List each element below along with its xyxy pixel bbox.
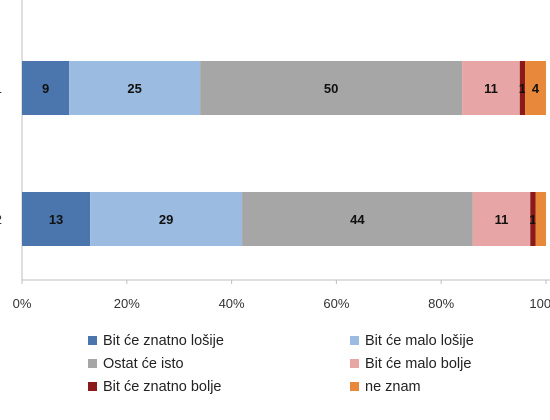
data-label: 9: [42, 81, 49, 96]
bar-segment: [22, 61, 70, 115]
legend-item: ne znam: [350, 376, 540, 397]
legend-swatch: [350, 382, 359, 391]
bar-segment: [519, 61, 526, 115]
legend-item: Ostat će isto: [88, 353, 350, 374]
legend-label: ne znam: [365, 378, 421, 395]
bar-segment: [530, 192, 536, 246]
data-label: 29: [159, 212, 173, 227]
data-label: 13: [49, 212, 63, 227]
legend-swatch: [350, 359, 359, 368]
x-tick-label: 20%: [114, 296, 140, 311]
bar-segment: [200, 61, 463, 115]
legend-swatch: [350, 336, 359, 345]
category-label: 2: [0, 212, 2, 227]
legend-swatch: [88, 382, 97, 391]
data-label: 4: [532, 81, 540, 96]
legend-label: Bit će malo bolje: [365, 355, 472, 372]
x-tick-label: 40%: [219, 296, 245, 311]
legend-label: Bit će malo lošije: [365, 332, 474, 349]
bar-segment: [535, 192, 546, 246]
legend-swatch: [88, 359, 97, 368]
x-tick-label: 0%: [13, 296, 32, 311]
data-label: 44: [350, 212, 365, 227]
x-tick-label: 100%: [529, 296, 550, 311]
bar-segment: [242, 192, 473, 246]
bar-segment: [525, 61, 546, 115]
category-label: 1: [0, 81, 2, 96]
data-label: 11: [495, 212, 509, 227]
stacked-bar-chart: 129255011141329441110%20%40%60%80%100%: [0, 0, 550, 311]
data-label: 50: [324, 81, 338, 96]
data-label: 1: [529, 212, 536, 227]
legend-item: Bit će znatno bolje: [88, 376, 350, 397]
x-tick-label: 60%: [323, 296, 349, 311]
data-label: 25: [127, 81, 141, 96]
legend-label: Ostat će isto: [103, 355, 184, 372]
legend-item: Bit će malo bolje: [350, 353, 540, 374]
legend-label: Bit će znatno bolje: [103, 378, 222, 395]
chart-legend: Bit će znatno lošije Bit će malo lošije Os…: [88, 330, 548, 397]
legend-item: Bit će malo lošije: [350, 330, 540, 351]
bar-segment: [22, 192, 91, 246]
legend-swatch: [88, 336, 97, 345]
data-label: 11: [484, 81, 498, 96]
legend-label: Bit će znatno lošije: [103, 332, 224, 349]
bar-segment: [69, 61, 201, 115]
bar-segment: [462, 61, 520, 115]
legend-item: Bit će znatno lošije: [88, 330, 350, 351]
bar-segment: [472, 192, 531, 246]
data-label: 1: [519, 81, 526, 96]
x-tick-label: 80%: [428, 296, 454, 311]
bar-segment: [90, 192, 243, 246]
